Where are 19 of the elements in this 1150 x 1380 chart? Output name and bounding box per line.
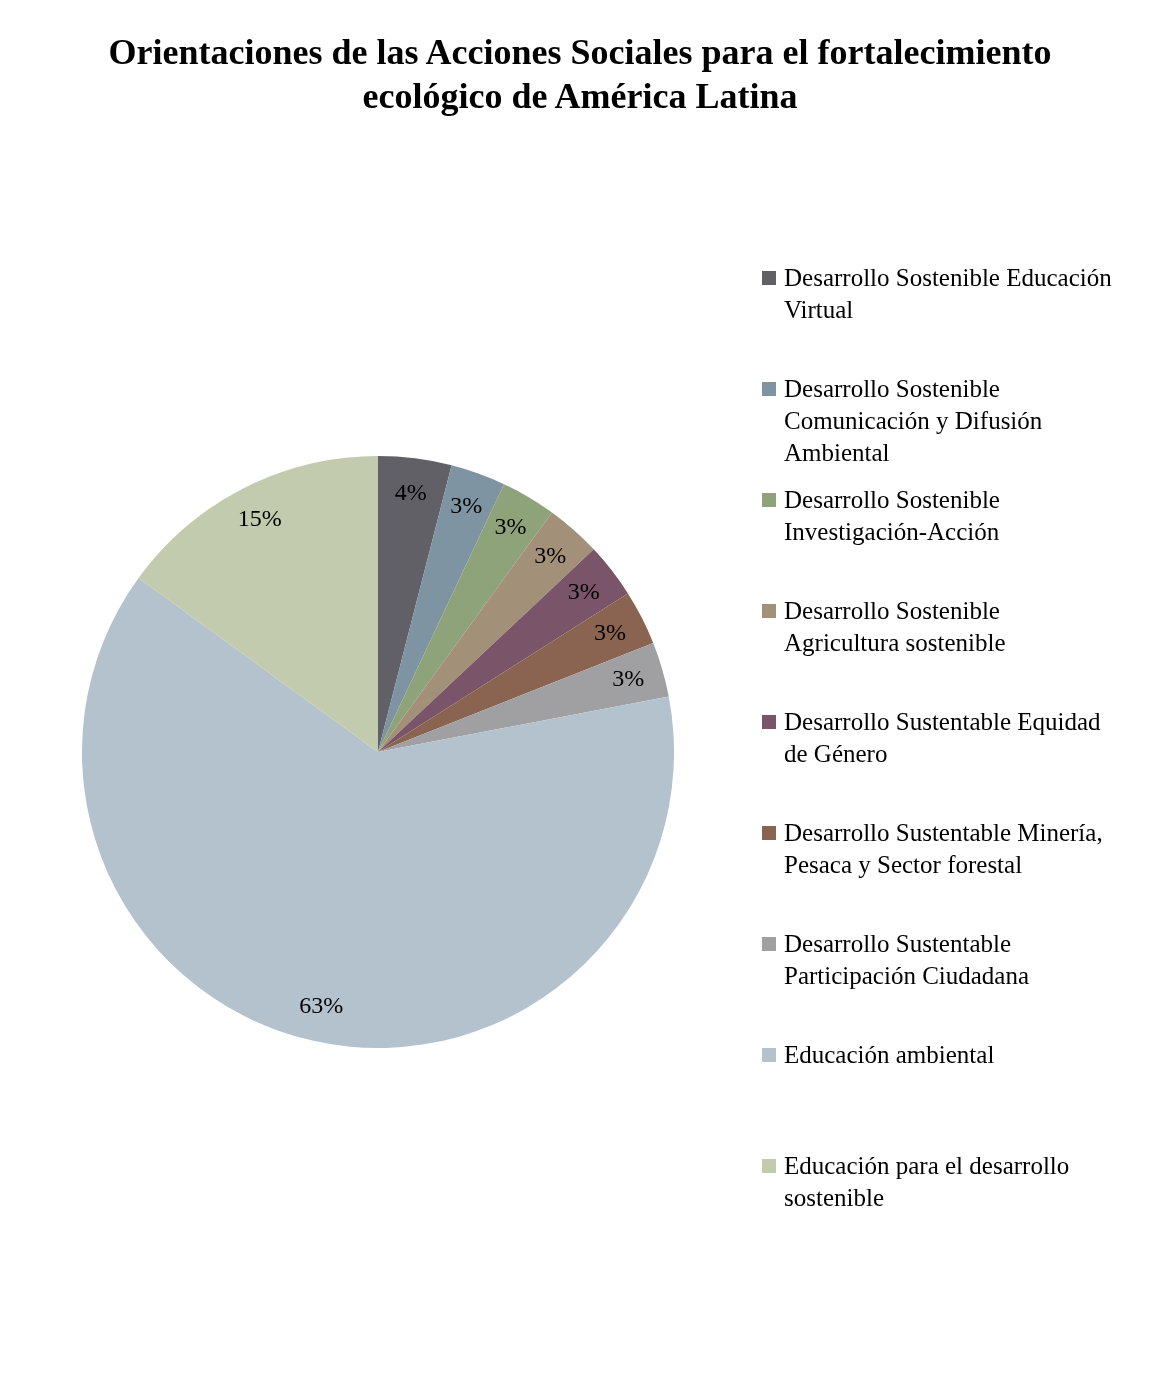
data-label: 3% [594, 619, 627, 646]
data-label: 3% [612, 664, 645, 691]
data-label: 3% [534, 541, 567, 568]
data-label: 4% [394, 478, 427, 505]
legend-label: Educación ambiental [784, 1040, 996, 1070]
data-label: 3% [494, 513, 527, 540]
data-label: 3% [450, 492, 483, 519]
legend-label: Desarrollo Sostenible Agricultura sostenible [784, 596, 1007, 658]
data-label: 15% [237, 505, 282, 532]
legend-label: Desarrollo Sustentable Equidad de Género [784, 707, 1102, 769]
legend-label: Desarrollo Sustentable Minería, Pesaca y Sector forestal [784, 818, 1104, 880]
legend-label: Desarrollo Sostenible Educación Virtual [784, 263, 1113, 325]
legend-label: Desarrollo Sostenible Investigación-Acción [784, 485, 1001, 547]
legend-label: Educación para el desarrollo sostenible [784, 1151, 1071, 1213]
chart-title: Orientaciones de las Acciones Sociales para el fortalecimiento ecológico de América Latina [107, 31, 1053, 118]
legend-label: Desarrollo Sostenible Comunicación y Difusión Ambiental [784, 374, 1044, 468]
legend-label: Desarrollo Sustentable Participación Ciudadana [784, 929, 1031, 991]
data-label: 3% [567, 577, 600, 604]
data-label: 63% [299, 991, 344, 1018]
